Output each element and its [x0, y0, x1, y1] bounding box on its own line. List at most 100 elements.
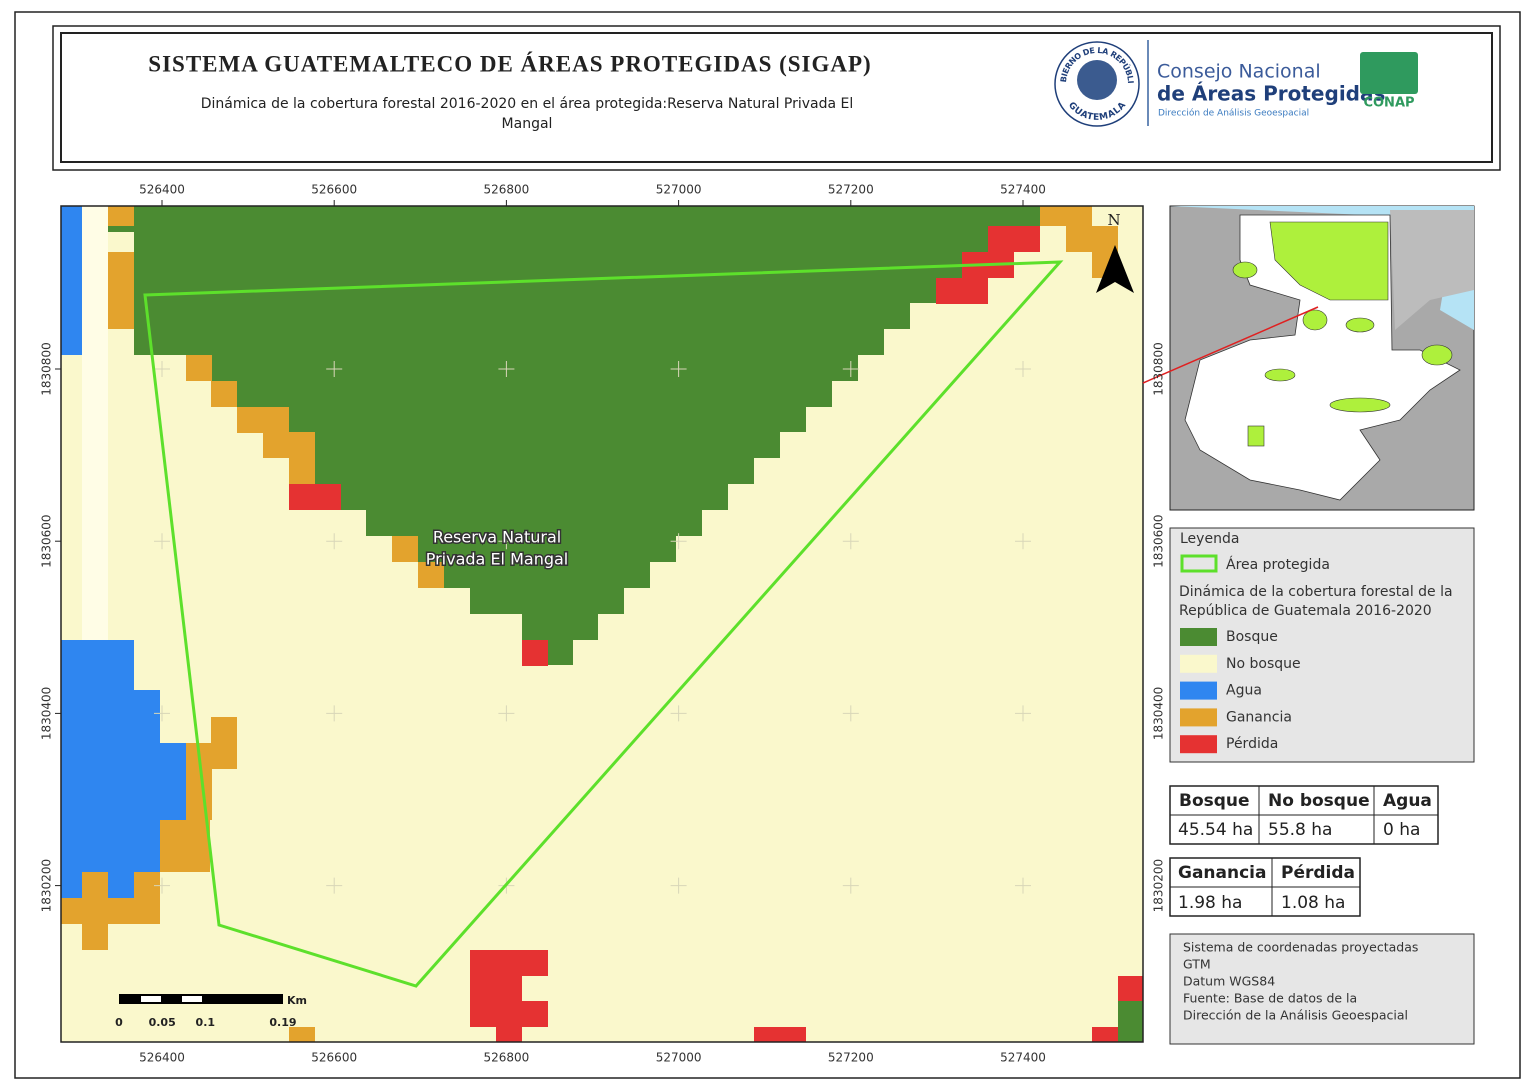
- gain: [160, 820, 210, 872]
- loss: [470, 950, 548, 976]
- legend-label: Agua: [1226, 683, 1262, 699]
- legend-label: Área protegida: [1226, 556, 1330, 573]
- area-label: Reserva Natural: [433, 528, 561, 547]
- conap-icon: [1360, 52, 1418, 94]
- legend-swatch: [1180, 681, 1217, 700]
- subtitle: Dinámica de la cobertura forestal 2016-2…: [201, 96, 854, 112]
- gain: [392, 536, 418, 562]
- inset-map: [1142, 205, 1475, 511]
- scale-label: 0.19: [269, 1016, 296, 1029]
- scale-label: 0.05: [149, 1016, 176, 1029]
- coordinate-info: Sistema de coordenadas proyectadas GTM Dat…: [1169, 933, 1475, 1045]
- gain: [211, 381, 237, 407]
- legend-section: República de Guatemala 2016-2020: [1179, 603, 1432, 619]
- north-arrow: [1096, 245, 1134, 293]
- x-tick-label: 526800: [483, 183, 529, 197]
- grid-cross: [1015, 877, 1031, 894]
- grid-cross: [498, 705, 515, 722]
- scale-bar: Km 0 0.05 0.1 0.19: [115, 994, 307, 1029]
- legend-swatch: [1180, 708, 1217, 727]
- grid-cross: [498, 533, 515, 550]
- y-tick-label: 1830600: [40, 514, 54, 567]
- x-tick-label: 526800: [483, 1051, 529, 1065]
- x-tick-label: 527200: [828, 1051, 874, 1065]
- info-line: Dirección de la Análisis Geoespacial: [1183, 1008, 1408, 1023]
- grid-cross: [670, 877, 687, 894]
- grid-cross: [842, 533, 859, 550]
- header-inner: [60, 32, 1493, 163]
- table-header: Bosque: [1179, 791, 1250, 811]
- grid-cross: [670, 361, 687, 377]
- grid-cross: [1015, 361, 1031, 377]
- map-raster: [61, 206, 1143, 1042]
- summary-table: Ganancia Pérdida 1.98 ha 1.08 ha: [1169, 857, 1361, 917]
- water: [61, 640, 186, 898]
- legend-swatch: [1180, 735, 1217, 754]
- logo-text: de Áreas Protegidas: [1157, 82, 1385, 106]
- grid-cross: [154, 877, 170, 894]
- info-line: GTM: [1183, 957, 1211, 972]
- x-tick-label: 527000: [656, 1051, 702, 1065]
- logo-text: CONAP: [1363, 96, 1414, 111]
- table-header: No bosque: [1268, 791, 1370, 811]
- x-tick-label: 526400: [139, 183, 185, 197]
- grid-cross: [1015, 533, 1031, 550]
- table-cell: 55.8 ha: [1268, 820, 1332, 840]
- forest: [1118, 1001, 1143, 1042]
- gain: [263, 432, 315, 458]
- header-frame: [52, 25, 1501, 171]
- y-tick-label: 1830200: [40, 859, 54, 912]
- table-header: Pérdida: [1281, 863, 1355, 883]
- legend-label: No bosque: [1226, 656, 1301, 672]
- gain: [82, 872, 108, 950]
- loss: [470, 976, 522, 1002]
- legend-swatch: [1180, 554, 1218, 573]
- grid-cross: [1015, 705, 1031, 722]
- info-line: Fuente: Base de datos de la: [1183, 991, 1357, 1006]
- legend-section: Dinámica de la cobertura forestal de la: [1179, 584, 1453, 600]
- grid-cross: [326, 877, 343, 894]
- table-cell: 45.54 ha: [1178, 820, 1253, 840]
- gain: [108, 206, 134, 226]
- grid-cross: [842, 705, 859, 722]
- grid-cross: [326, 705, 343, 722]
- loss: [988, 226, 1040, 252]
- y-tick-label: 1830800: [40, 342, 54, 395]
- scale-label: 0.1: [196, 1016, 216, 1029]
- table-cell: 1.08 ha: [1281, 893, 1345, 913]
- table-cell: 0 ha: [1383, 820, 1420, 840]
- y-tick-label: 1830400: [1152, 687, 1166, 740]
- loss: [754, 1027, 806, 1042]
- map-frame: [60, 205, 1144, 1043]
- scale-label: 0: [115, 1016, 123, 1029]
- grid-crosses: [154, 361, 1031, 894]
- gain: [289, 1027, 315, 1042]
- area-label: Privada El Mangal: [426, 550, 569, 569]
- y-tick-label: 1830400: [40, 687, 54, 740]
- info-line: Sistema de coordenadas proyectadas: [1183, 940, 1418, 955]
- x-tick-label: 527000: [656, 183, 702, 197]
- gain: [289, 458, 315, 484]
- grid-cross: [154, 533, 170, 550]
- logo-text: Dirección de Análisis Geoespacial: [1158, 108, 1309, 119]
- loss: [496, 1027, 522, 1042]
- table-header: Ganancia: [1178, 863, 1266, 883]
- legend: Leyenda Área protegida Dinámica de la co…: [1169, 527, 1475, 763]
- gain: [211, 717, 237, 769]
- loss: [1092, 1027, 1118, 1042]
- loss: [1118, 976, 1143, 1002]
- grid-cross: [842, 361, 859, 377]
- water: [61, 206, 82, 355]
- gain: [1066, 226, 1118, 252]
- y-tick-label: 1830600: [1152, 514, 1166, 567]
- gain: [108, 252, 134, 329]
- x-tick-label: 526600: [311, 183, 357, 197]
- y-tick-label: 1830800: [1152, 342, 1166, 395]
- grid-cross: [154, 361, 170, 377]
- x-tick-label: 527200: [828, 183, 874, 197]
- forest: [108, 206, 1040, 665]
- gain: [237, 407, 289, 433]
- loss: [289, 484, 341, 510]
- no-forest: [82, 206, 108, 666]
